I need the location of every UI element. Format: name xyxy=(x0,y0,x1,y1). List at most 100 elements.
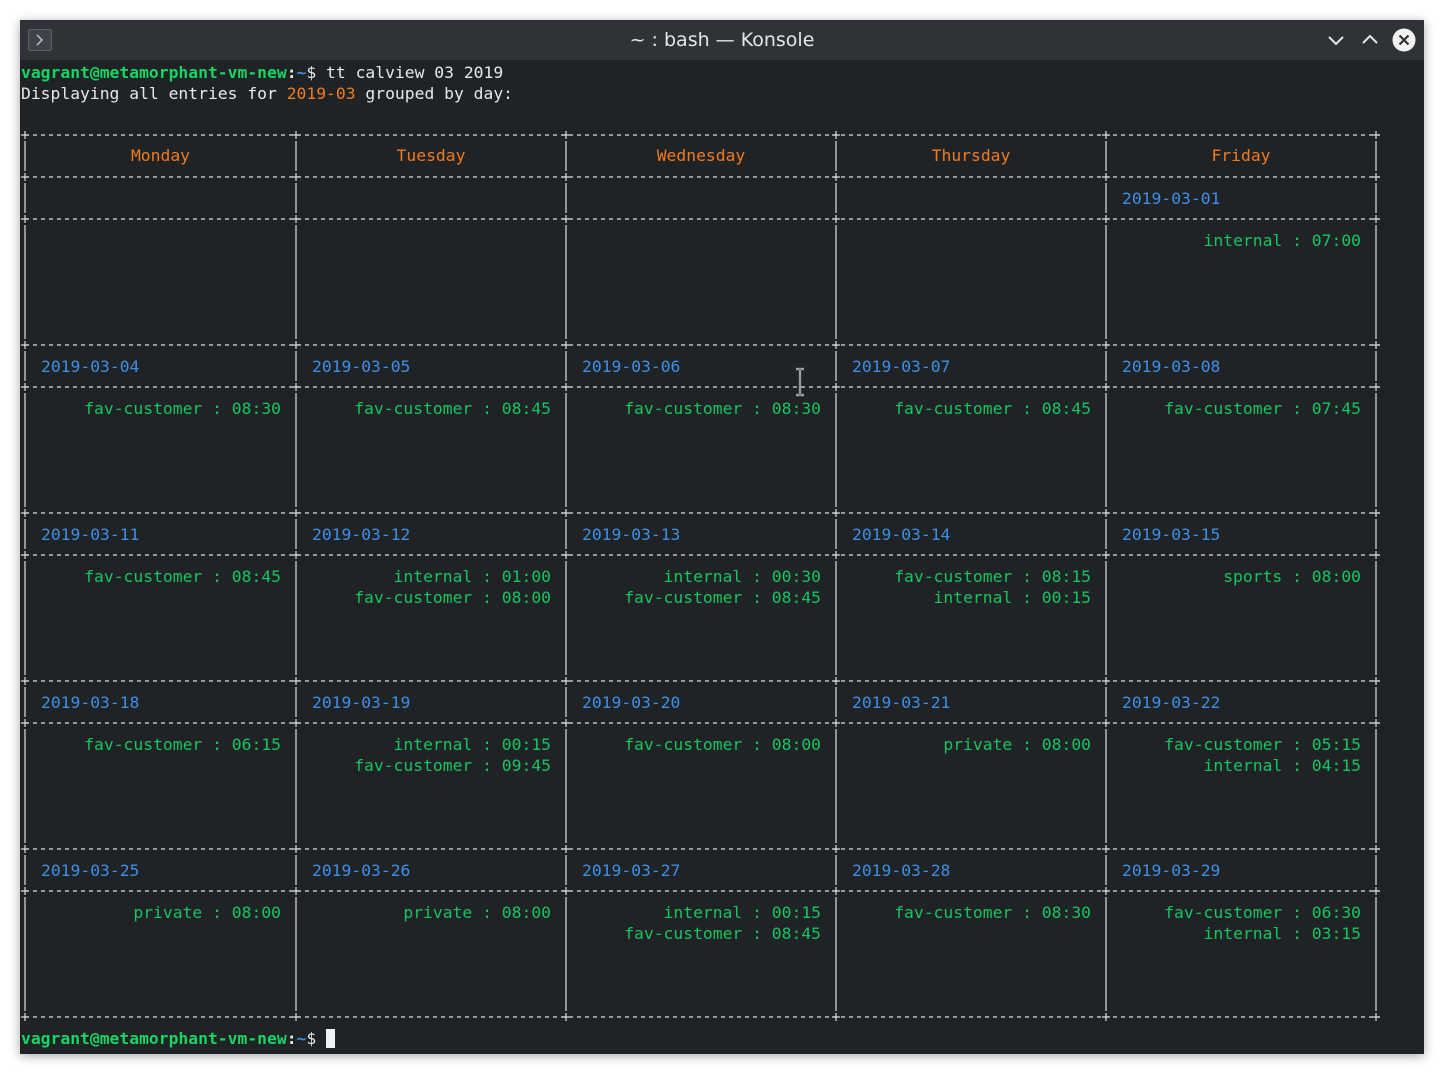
entry-label: internal xyxy=(933,588,1013,607)
entry-time: 08:30 xyxy=(771,399,821,418)
info-suffix: grouped by day: xyxy=(355,84,514,103)
entry-label: internal xyxy=(663,567,743,586)
time-entry: private : 08:00 xyxy=(840,734,1091,755)
day-header-friday: Friday xyxy=(1211,146,1271,165)
entry-separator: : xyxy=(1282,399,1312,418)
maximize-button[interactable] xyxy=(1358,28,1382,52)
time-entry: fav-customer : 08:45 xyxy=(570,923,821,944)
day-date: 2019-03-01 xyxy=(1122,189,1221,208)
prompt-user-host: vagrant@metamorphant-vm-new xyxy=(21,63,287,82)
entry-separator: : xyxy=(742,567,772,586)
day-date: 2019-03-25 xyxy=(41,861,140,880)
day-date: 2019-03-11 xyxy=(41,525,140,544)
prompt-separator: : xyxy=(286,63,297,82)
day-date: 2019-03-15 xyxy=(1122,525,1221,544)
prompt-path: ~ xyxy=(296,1029,307,1048)
entry-label: private xyxy=(403,903,473,922)
entry-separator: : xyxy=(1282,903,1312,922)
entry-time: 05:15 xyxy=(1311,735,1361,754)
time-entry: fav-customer : 08:45 xyxy=(29,566,281,587)
day-date: 2019-03-26 xyxy=(312,861,411,880)
entry-label: private xyxy=(133,903,203,922)
day-date: 2019-03-08 xyxy=(1122,357,1221,376)
prompt-line[interactable]: vagrant@metamorphant-vm-new:~$ xyxy=(21,1028,336,1049)
time-entry: fav-customer : 08:30 xyxy=(840,902,1091,923)
time-entry: fav-customer : 05:15 xyxy=(1110,734,1361,755)
entry-label: sports xyxy=(1223,567,1283,586)
time-entry: fav-customer : 06:15 xyxy=(29,734,281,755)
command-line: vagrant@metamorphant-vm-new:~$ tt calvie… xyxy=(21,62,503,83)
entry-label: internal xyxy=(1203,924,1283,943)
entry-time: 07:00 xyxy=(1311,231,1361,250)
entry-label: internal xyxy=(1203,231,1283,250)
terminal-icon[interactable] xyxy=(28,29,52,51)
entry-time: 08:00 xyxy=(501,588,551,607)
time-entry: fav-customer : 07:45 xyxy=(1110,398,1361,419)
entry-separator: : xyxy=(1282,735,1312,754)
day-header-wednesday: Wednesday xyxy=(656,146,746,165)
entry-time: 04:15 xyxy=(1311,756,1361,775)
time-entry: internal : 03:15 xyxy=(1110,923,1361,944)
day-date: 2019-03-27 xyxy=(582,861,681,880)
time-entry: fav-customer : 09:45 xyxy=(300,755,551,776)
entry-time: 00:30 xyxy=(771,567,821,586)
day-date: 2019-03-20 xyxy=(582,693,681,712)
time-entry: private : 08:00 xyxy=(300,902,551,923)
time-entry: fav-customer : 08:00 xyxy=(300,587,551,608)
title-bar[interactable]: ~ : bash — Konsole xyxy=(20,20,1424,60)
chevron-up-icon xyxy=(1362,34,1378,44)
entry-time: 06:15 xyxy=(231,735,281,754)
entry-separator: : xyxy=(742,903,772,922)
entry-time: 08:45 xyxy=(1041,399,1091,418)
window-title: ~ : bash — Konsole xyxy=(629,29,815,51)
entry-time: 09:45 xyxy=(501,756,551,775)
close-button[interactable] xyxy=(1392,28,1416,52)
entry-time: 08:45 xyxy=(231,567,281,586)
day-date: 2019-03-21 xyxy=(852,693,951,712)
entry-label: fav-customer xyxy=(354,756,473,775)
entry-time: 06:30 xyxy=(1311,903,1361,922)
entry-label: fav-customer xyxy=(84,567,203,586)
day-date: 2019-03-29 xyxy=(1122,861,1221,880)
entry-separator: : xyxy=(472,399,502,418)
entry-time: 08:45 xyxy=(771,588,821,607)
day-date: 2019-03-18 xyxy=(41,693,140,712)
entry-separator: : xyxy=(472,735,502,754)
info-prefix: Displaying all entries for xyxy=(21,84,287,103)
time-entry: internal : 01:00 xyxy=(300,566,551,587)
time-entry: internal : 04:15 xyxy=(1110,755,1361,776)
time-entry: fav-customer : 08:30 xyxy=(570,398,821,419)
entry-time: 08:00 xyxy=(1311,567,1361,586)
entry-time: 08:30 xyxy=(1041,903,1091,922)
minimize-button[interactable] xyxy=(1324,28,1348,52)
entry-label: fav-customer xyxy=(894,567,1013,586)
entry-time: 08:45 xyxy=(501,399,551,418)
entry-separator: : xyxy=(1012,735,1042,754)
entry-time: 08:30 xyxy=(231,399,281,418)
entry-time: 08:00 xyxy=(231,903,281,922)
entry-separator: : xyxy=(1282,567,1312,586)
entry-label: fav-customer xyxy=(84,399,203,418)
entry-separator: : xyxy=(1012,903,1042,922)
time-entry: fav-customer : 08:45 xyxy=(300,398,551,419)
entry-label: fav-customer xyxy=(1164,399,1283,418)
entry-separator: : xyxy=(202,735,232,754)
time-entry: sports : 08:00 xyxy=(1110,566,1361,587)
entry-time: 03:15 xyxy=(1311,924,1361,943)
entry-separator: : xyxy=(1012,588,1042,607)
time-entry: internal : 07:00 xyxy=(1110,230,1361,251)
entry-time: 00:15 xyxy=(501,735,551,754)
day-date: 2019-03-19 xyxy=(312,693,411,712)
entry-label: internal xyxy=(393,567,473,586)
terminal-output[interactable]: vagrant@metamorphant-vm-new:~$ tt calvie… xyxy=(20,60,1424,1054)
day-header-monday: Monday xyxy=(130,146,191,165)
time-entry: internal : 00:15 xyxy=(570,902,821,923)
entry-label: fav-customer xyxy=(1164,735,1283,754)
entry-label: fav-customer xyxy=(84,735,203,754)
entry-label: fav-customer xyxy=(894,399,1013,418)
entry-separator: : xyxy=(1012,567,1042,586)
entry-label: internal xyxy=(393,735,473,754)
entry-label: internal xyxy=(663,903,743,922)
entry-separator: : xyxy=(1282,756,1312,775)
close-icon xyxy=(1392,28,1416,52)
